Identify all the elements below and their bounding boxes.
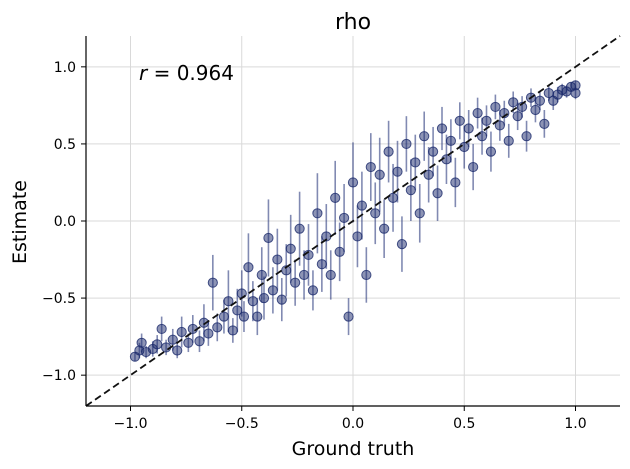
y-tick-label: −0.5 — [42, 291, 76, 307]
data-point — [334, 246, 345, 257]
data-point — [247, 296, 258, 307]
data-point — [243, 262, 254, 273]
data-point — [232, 305, 243, 316]
x-tick-label: −1.0 — [114, 416, 148, 432]
data-point — [481, 115, 492, 126]
data-point — [432, 188, 443, 199]
data-point — [194, 336, 205, 347]
data-point — [410, 157, 421, 168]
data-point — [423, 169, 434, 180]
data-point — [356, 200, 367, 211]
data-point — [256, 269, 267, 281]
data-point — [365, 161, 376, 173]
data-point — [463, 123, 474, 134]
data-point — [198, 317, 210, 328]
data-point — [539, 118, 550, 129]
data-point — [183, 337, 194, 348]
data-point — [383, 146, 394, 157]
data-point — [227, 325, 238, 336]
data-point — [263, 232, 274, 244]
y-tick-label: 1.0 — [54, 60, 76, 76]
correlation-symbol: r — [139, 61, 149, 85]
data-point — [339, 212, 350, 224]
data-point — [276, 294, 287, 305]
data-point — [494, 120, 505, 131]
data-point — [294, 223, 305, 234]
data-point — [285, 243, 296, 254]
data-point — [534, 95, 546, 106]
data-point — [414, 208, 425, 219]
data-point — [521, 131, 532, 142]
data-point — [370, 208, 381, 219]
x-tick-label: 0.0 — [342, 416, 364, 432]
data-point — [281, 265, 292, 276]
data-point — [436, 123, 448, 134]
data-point — [392, 166, 403, 177]
data-point — [570, 80, 581, 91]
data-point — [374, 169, 385, 180]
data-point — [508, 97, 519, 108]
y-tick-label: 0.0 — [54, 214, 76, 230]
data-point — [325, 269, 336, 281]
x-ticks: −1.0 −0.5 0.0 0.5 1.0 — [114, 406, 587, 432]
x-axis-label: Ground truth — [292, 438, 415, 460]
data-point — [512, 111, 523, 122]
data-point — [312, 208, 323, 219]
x-tick-label: −0.5 — [225, 416, 259, 432]
data-point — [267, 285, 278, 296]
y-axis-label: Estimate — [9, 180, 31, 264]
data-point — [156, 323, 167, 335]
data-point — [428, 146, 439, 157]
data-point — [207, 277, 218, 288]
chart-title: rho — [335, 10, 371, 35]
data-point — [485, 146, 497, 157]
data-point — [401, 138, 412, 150]
data-point — [272, 254, 283, 265]
data-point — [490, 101, 501, 113]
data-point — [396, 239, 408, 250]
data-point — [361, 269, 372, 281]
y-tick-label: −1.0 — [42, 368, 76, 384]
data-point — [468, 161, 479, 173]
x-tick-label: 0.5 — [453, 416, 475, 432]
identity-line-group — [85, 35, 621, 407]
data-point — [454, 115, 465, 126]
y-ticks: −1.0 −0.5 0.0 0.5 1.0 — [42, 60, 86, 384]
data-point — [307, 285, 319, 296]
data-point — [203, 328, 214, 339]
correlation-annotation: r = 0.964 — [139, 61, 234, 85]
data-point — [176, 326, 187, 338]
data-point — [252, 311, 263, 322]
correlation-value: = 0.964 — [147, 61, 234, 85]
data-point — [379, 223, 390, 234]
data-point — [530, 104, 541, 116]
data-point — [445, 135, 456, 146]
data-point — [347, 177, 359, 188]
y-tick-label: 0.5 — [54, 137, 76, 153]
data-point — [503, 135, 514, 146]
data-point — [218, 311, 230, 322]
x-tick-label: 1.0 — [564, 416, 586, 432]
data-point — [238, 311, 250, 322]
data-point — [450, 177, 461, 188]
data-point — [352, 231, 363, 242]
data-point — [167, 334, 178, 345]
data-point — [223, 296, 234, 307]
data-point — [136, 337, 147, 348]
data-point — [172, 345, 183, 356]
data-point — [343, 311, 354, 322]
data-point — [472, 107, 483, 119]
data-point — [316, 259, 327, 270]
data-point — [258, 292, 270, 304]
data-point — [405, 185, 416, 196]
identity-line — [85, 35, 621, 407]
data-point — [152, 339, 163, 350]
data-point — [298, 269, 310, 281]
data-point — [330, 192, 341, 203]
data-point — [290, 277, 301, 288]
data-point — [387, 192, 399, 203]
data-point — [212, 322, 223, 333]
data-point — [419, 131, 430, 142]
